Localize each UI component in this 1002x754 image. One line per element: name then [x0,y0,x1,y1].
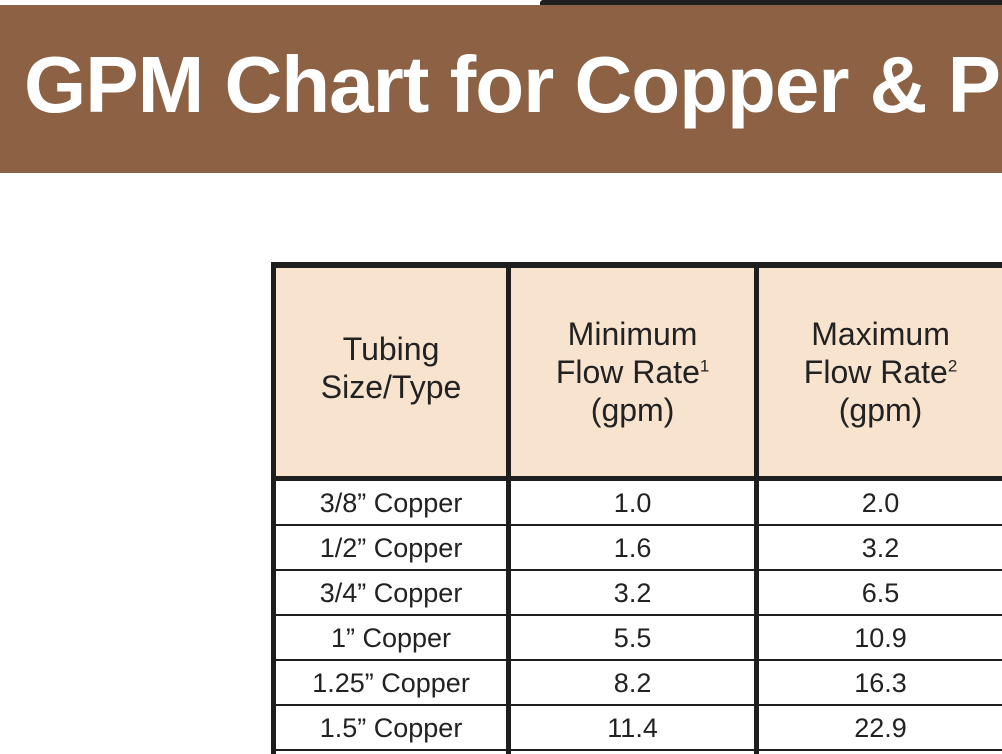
table-row: 3/4” Copper 3.2 6.5 [270,570,1002,616]
title-banner: GPM Chart for Copper & P [0,5,1002,173]
table-row: 1.5” Copper 11.4 22.9 [270,705,1002,751]
cell-min-flow: 5.5 [506,615,757,661]
cell-tubing-size: 1” Copper [270,615,509,661]
cell-min-flow: 1.6 [506,525,757,571]
cell-tubing-size: 1/2” Copper [270,525,509,571]
table-header: Tubing Size/Type Minimum Flow Rate1 (gpm… [270,262,1002,481]
cell-min-flow: 1.0 [506,478,757,526]
header-line: (gpm) [590,392,675,428]
header-line-with-footnote: Flow Rate2 [759,353,1002,391]
cell-max-flow: 10.9 [754,615,1002,661]
table-body: 3/8” Copper 1.0 2.0 1/2” Copper 1.6 3.2 … [270,478,1002,754]
footnote-marker: 2 [947,356,958,376]
header-line-with-footnote: Flow Rate1 [511,353,754,391]
page-title: GPM Chart for Copper & P [24,40,1001,129]
cell-min-flow: 11.4 [506,705,757,751]
table-row: 1” Copper 5.5 10.9 [270,615,1002,661]
table-row: 1/2” Copper 1.6 3.2 [270,525,1002,571]
cell-max-flow: 6.5 [754,570,1002,616]
header-tubing-size: Tubing Size/Type [270,262,509,481]
header-line: Tubing [342,331,440,367]
cell-max-flow: 16.3 [754,660,1002,706]
cell-min-flow: 3.2 [506,570,757,616]
cell-min-flow: 8.2 [506,660,757,706]
cell-clipped [506,750,757,754]
header-line: Flow Rate [803,354,948,390]
cell-max-flow: 3.2 [754,525,1002,571]
header-maximum-flow-rate: Maximum Flow Rate2 (gpm) [754,262,1002,481]
table-row-clipped [270,750,1002,754]
header-line: Flow Rate [555,354,700,390]
table-row: 3/8” Copper 1.0 2.0 [270,478,1002,526]
table-row: 1.25” Copper 8.2 16.3 [270,660,1002,706]
header-line: Maximum [811,316,950,352]
cell-max-flow: 2.0 [754,478,1002,526]
gpm-table: Tubing Size/Type Minimum Flow Rate1 (gpm… [270,262,1002,754]
footnote-marker: 1 [699,356,710,376]
cell-clipped [270,750,509,754]
header-line: (gpm) [838,392,923,428]
cell-tubing-size: 3/8” Copper [270,478,509,526]
cell-tubing-size: 3/4” Copper [270,570,509,616]
header-line: Minimum [567,316,698,352]
header-row: Tubing Size/Type Minimum Flow Rate1 (gpm… [270,262,1002,481]
top-edge-bar [540,0,1002,5]
header-line: Size/Type [320,369,462,405]
header-minimum-flow-rate: Minimum Flow Rate1 (gpm) [506,262,757,481]
top-strip [0,0,1002,6]
cell-tubing-size: 1.25” Copper [270,660,509,706]
cell-max-flow: 22.9 [754,705,1002,751]
cell-clipped [754,750,1002,754]
cell-tubing-size: 1.5” Copper [270,705,509,751]
